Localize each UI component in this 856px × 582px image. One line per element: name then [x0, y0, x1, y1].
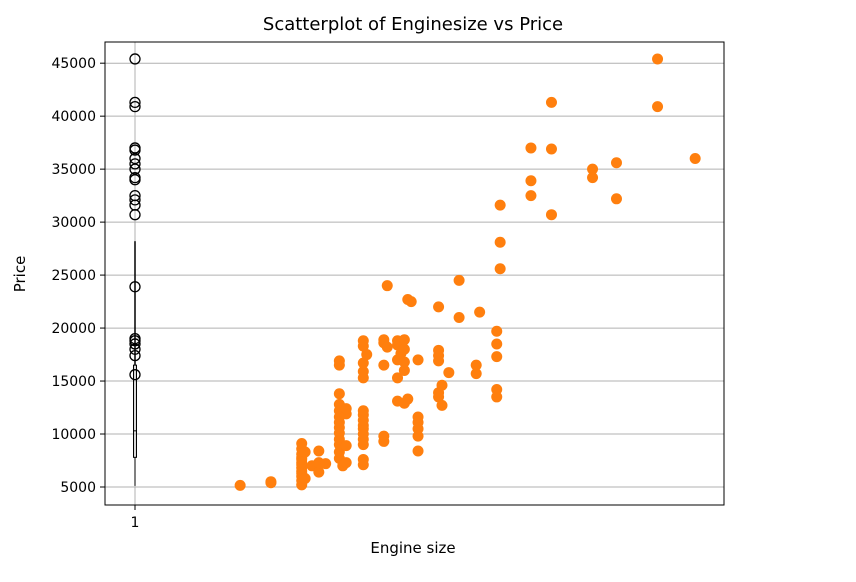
boxplot-outlier [129, 189, 141, 202]
data-point [357, 357, 369, 369]
data-point [405, 296, 417, 308]
data-point [402, 393, 414, 405]
data-point [296, 438, 308, 450]
data-point [392, 372, 404, 384]
boxplot-outlier [129, 343, 141, 355]
data-point [265, 476, 277, 488]
data-point [361, 349, 373, 361]
y-tick-label: 20000 [51, 321, 96, 337]
data-point [491, 325, 503, 337]
data-point [491, 384, 503, 396]
data-point [525, 175, 537, 187]
chart-title: Scatterplot of Enginesize vs Price [263, 14, 563, 35]
data-point [470, 368, 482, 380]
data-points-layer [234, 53, 701, 491]
data-point [357, 366, 369, 378]
data-point [433, 301, 445, 313]
data-point [381, 341, 393, 353]
data-point [381, 280, 393, 292]
boxplot-outlier [129, 369, 141, 381]
data-point [491, 338, 503, 350]
data-point [494, 236, 506, 248]
boxplot-outlier [129, 96, 141, 109]
data-point [412, 411, 424, 423]
data-point [357, 405, 369, 417]
boxplot-outlier [129, 338, 141, 350]
data-point [412, 354, 424, 366]
data-point [587, 172, 599, 184]
boxplot-outlier [129, 53, 141, 65]
data-point [398, 364, 410, 376]
y-tick-label: 10000 [51, 427, 96, 443]
data-point [333, 388, 345, 400]
boxplot-outlier [129, 194, 141, 206]
y-tick-label: 15000 [51, 374, 96, 390]
data-point [494, 199, 506, 211]
boxplot-outlier [129, 281, 141, 293]
data-point [378, 430, 390, 442]
data-point [398, 334, 410, 346]
data-point [299, 473, 311, 485]
data-point [453, 274, 465, 286]
data-point [689, 153, 701, 165]
data-point [491, 351, 503, 363]
data-point [436, 379, 448, 391]
y-tick-label: 25000 [51, 268, 96, 284]
x-axis-label: Engine size [370, 539, 455, 557]
data-point [443, 367, 455, 379]
plot-frame [104, 41, 725, 506]
data-point [610, 157, 622, 169]
data-point [587, 163, 599, 175]
data-point [313, 445, 325, 457]
data-point [412, 445, 424, 457]
boxplot-outlier [129, 349, 141, 362]
data-point [234, 479, 246, 491]
y-tick-label: 40000 [51, 109, 96, 125]
data-point [494, 263, 506, 275]
data-point [545, 96, 557, 108]
data-point [357, 335, 369, 347]
data-point [525, 190, 537, 202]
data-point [299, 446, 311, 458]
data-point [357, 453, 369, 465]
data-point [333, 355, 345, 367]
data-point [340, 403, 352, 415]
y-tick-label: 45000 [51, 56, 96, 72]
y-axis-label: Price [11, 256, 29, 293]
boxplot-outlier [129, 171, 141, 184]
data-point [652, 53, 664, 65]
grid-layer [105, 42, 724, 505]
y-axis-ticks: 5000 10000 15000 20000 25000 30000 35000 40000 4… [51, 56, 105, 496]
data-point [340, 440, 352, 452]
y-tick-label: 30000 [51, 215, 96, 231]
data-point [433, 344, 445, 356]
data-point [378, 359, 390, 371]
boxplot-outlier [129, 142, 141, 154]
boxplot-outlier [129, 100, 141, 113]
boxplot-outlier [129, 158, 141, 170]
data-point [398, 343, 410, 355]
data-point [436, 399, 448, 411]
y-tick-label: 5000 [60, 480, 96, 496]
y-tick-label: 35000 [51, 162, 96, 178]
data-point [474, 306, 486, 318]
data-point [340, 457, 352, 469]
data-point [545, 209, 557, 221]
data-point [453, 311, 465, 323]
data-point [525, 142, 537, 154]
data-point [313, 466, 325, 478]
x-tick-label: 1 [131, 515, 140, 531]
boxplot-layer [129, 53, 141, 486]
boxplot-outlier [129, 335, 141, 347]
data-point [652, 101, 664, 113]
data-point [470, 359, 482, 371]
data-point [398, 356, 410, 368]
data-point [320, 458, 332, 470]
data-point [610, 193, 622, 205]
x-axis-ticks: 1 [131, 505, 140, 531]
data-point [545, 143, 557, 155]
